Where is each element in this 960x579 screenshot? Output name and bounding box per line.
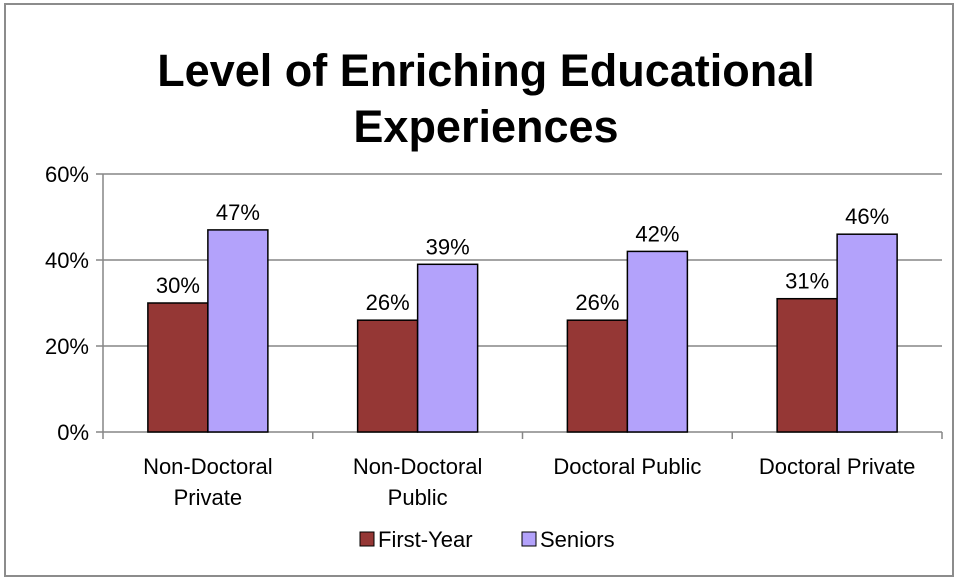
x-tick-label: Non-Doctoral — [143, 454, 273, 479]
data-labels: 30% 47% 26% 39% 26% 42% 31% 46% — [156, 200, 889, 315]
chart-title: Level of Enriching Educational Experienc… — [157, 45, 815, 152]
legend: First-Year Seniors — [359, 527, 615, 552]
bar-first-year — [147, 302, 209, 433]
bar-seniors — [626, 250, 689, 433]
x-tick-label: Private — [174, 485, 242, 510]
data-label: 26% — [366, 290, 410, 315]
bar-seniors — [207, 229, 269, 433]
data-label: 26% — [575, 290, 619, 315]
chart-area — [4, 3, 954, 577]
chart-title-line-2: Experiences — [353, 101, 618, 152]
x-tick-label: Non-Doctoral — [353, 454, 483, 479]
legend-swatch — [521, 531, 537, 547]
bar-seniors — [836, 233, 898, 433]
legend-swatch — [359, 531, 375, 547]
bar-first-year — [566, 319, 629, 433]
bar-first-year — [356, 319, 419, 433]
legend-label: First-Year — [378, 527, 473, 552]
x-tick-label: Doctoral Public — [553, 454, 701, 479]
y-tick-label: 20% — [45, 334, 89, 359]
bar-first-year — [776, 297, 838, 433]
x-tick-label: Public — [388, 485, 448, 510]
data-label: 30% — [156, 273, 200, 298]
legend-label: Seniors — [540, 527, 615, 552]
y-tick-label: 0% — [57, 420, 89, 445]
bar-seniors — [416, 263, 479, 433]
data-label: 47% — [216, 200, 260, 225]
y-tick-label: 60% — [45, 162, 89, 187]
bars — [147, 229, 898, 433]
data-label: 42% — [635, 221, 679, 246]
x-tick-label: Doctoral Private — [759, 454, 916, 479]
y-tick-label: 40% — [45, 248, 89, 273]
data-label: 46% — [845, 204, 889, 229]
data-label: 31% — [785, 269, 829, 294]
data-label: 39% — [426, 234, 470, 259]
chart-title-line-1: Level of Enriching Educational — [157, 45, 815, 96]
